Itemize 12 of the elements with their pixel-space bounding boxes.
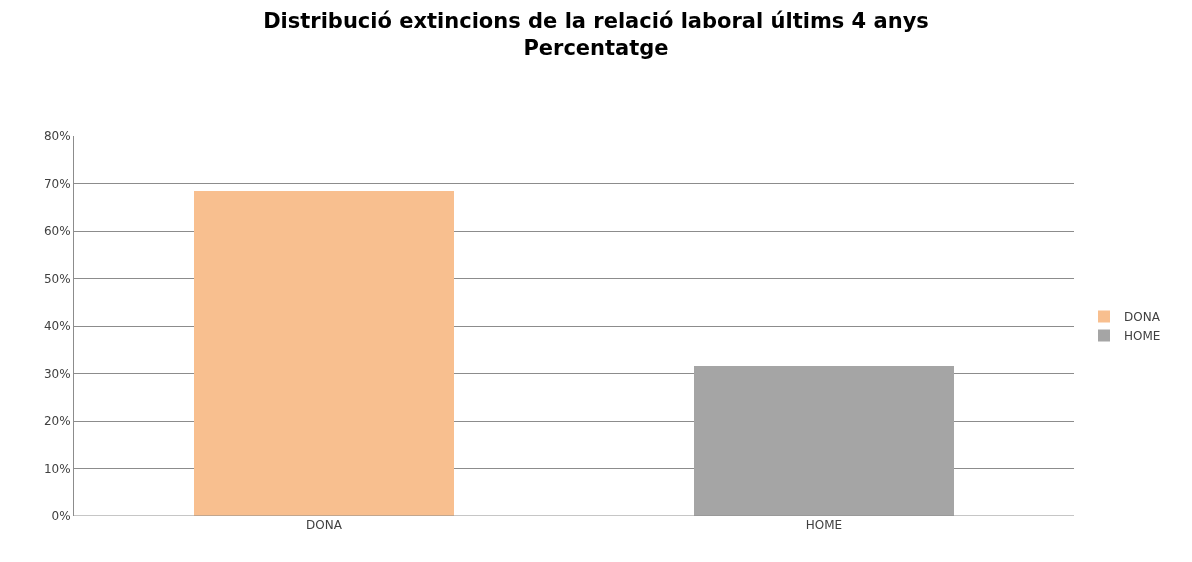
legend-label: DONA — [1124, 310, 1161, 325]
y-tick-label: 50% — [43, 271, 71, 286]
legend-label: HOME — [1124, 329, 1161, 344]
y-tick-label: 40% — [43, 319, 71, 334]
y-tick-label: 70% — [43, 176, 71, 191]
chart-title: Distribució extincions de la relació laboral últims 4 anys Percentatge — [263, 9, 929, 61]
y-tick-label: 60% — [43, 224, 71, 239]
y-tick-label: 20% — [43, 414, 71, 429]
y-tick-label: 80% — [43, 129, 71, 144]
y-tick-label: 0% — [51, 509, 71, 524]
y-tick-label: 30% — [43, 366, 71, 381]
y-tick-label: 10% — [43, 461, 71, 476]
